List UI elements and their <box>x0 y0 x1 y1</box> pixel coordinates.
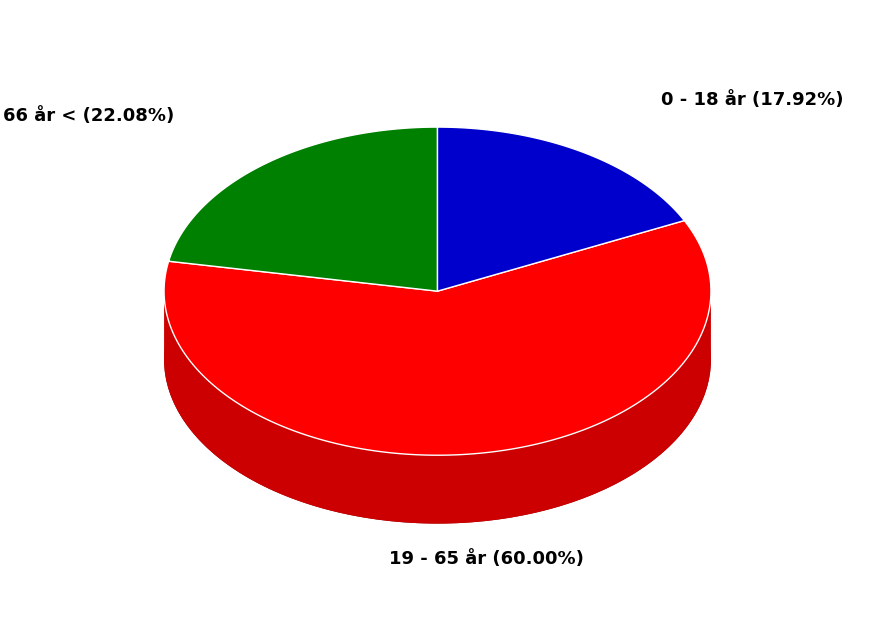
Polygon shape <box>164 220 711 455</box>
Text: 66 år < (22.08%): 66 år < (22.08%) <box>4 107 174 125</box>
Polygon shape <box>438 127 684 291</box>
Ellipse shape <box>164 196 711 524</box>
Polygon shape <box>164 292 711 524</box>
Text: 0 - 18 år (17.92%): 0 - 18 år (17.92%) <box>661 91 844 109</box>
Text: 19 - 65 år (60.00%): 19 - 65 år (60.00%) <box>389 550 584 568</box>
Polygon shape <box>169 127 438 291</box>
